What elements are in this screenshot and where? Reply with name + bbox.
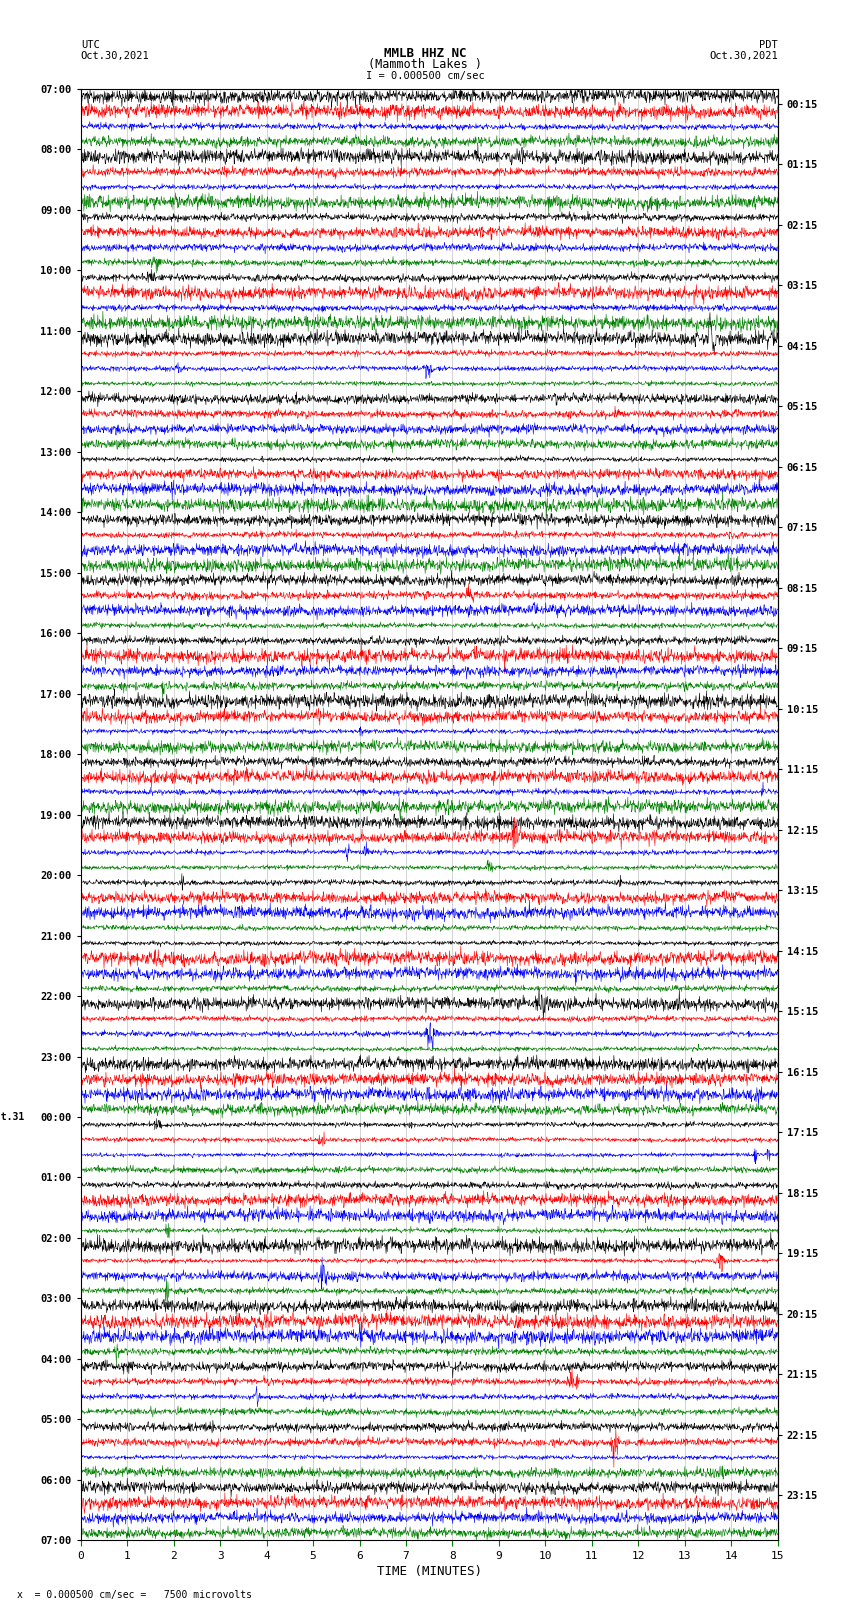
- Text: UTC: UTC: [81, 40, 99, 50]
- Text: (Mammoth Lakes ): (Mammoth Lakes ): [368, 58, 482, 71]
- Text: Oct.30,2021: Oct.30,2021: [81, 52, 150, 61]
- Text: x  = 0.000500 cm/sec =   7500 microvolts: x = 0.000500 cm/sec = 7500 microvolts: [17, 1590, 252, 1600]
- Text: Oct.30,2021: Oct.30,2021: [709, 52, 778, 61]
- Text: Oct.31: Oct.31: [0, 1111, 25, 1123]
- X-axis label: TIME (MINUTES): TIME (MINUTES): [377, 1565, 482, 1578]
- Text: PDT: PDT: [759, 40, 778, 50]
- Text: MMLB HHZ NC: MMLB HHZ NC: [383, 47, 467, 60]
- Text: I = 0.000500 cm/sec: I = 0.000500 cm/sec: [366, 71, 484, 81]
